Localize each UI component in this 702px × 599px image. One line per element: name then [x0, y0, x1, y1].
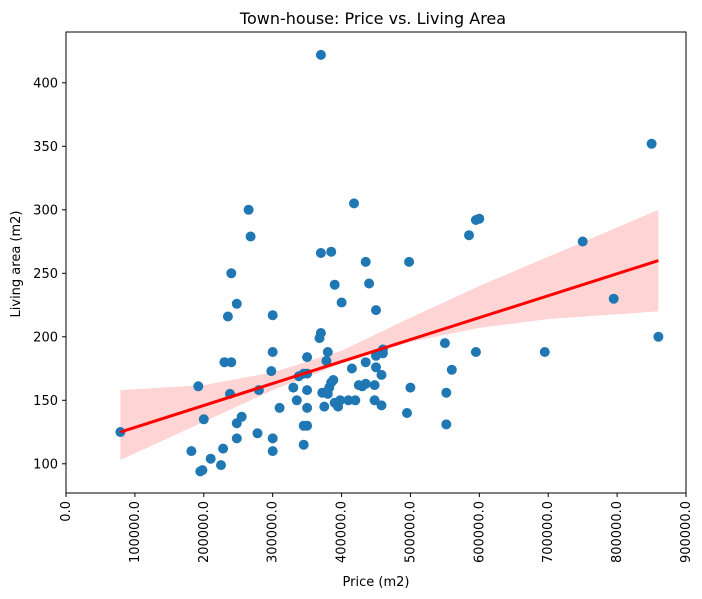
data-point [441, 419, 452, 430]
data-point [539, 347, 550, 357]
data-point [360, 378, 371, 389]
data-point [193, 381, 204, 392]
plot-frame [65, 31, 687, 494]
data-point [329, 279, 340, 290]
data-point [315, 49, 326, 60]
x-axis-label: Price (m2) [343, 575, 410, 590]
data-point [302, 385, 313, 396]
data-point [360, 357, 371, 368]
data-point [245, 231, 256, 242]
data-point [205, 453, 216, 464]
data-point [243, 204, 254, 215]
data-point [302, 352, 313, 363]
data-point [474, 213, 485, 224]
x-tick-label: 500000.0 [403, 501, 418, 563]
data-point [266, 366, 277, 377]
data-point [335, 395, 346, 406]
data-point [226, 268, 237, 279]
data-point [326, 246, 337, 257]
data-point [350, 395, 361, 406]
data-point [441, 387, 452, 398]
y-tick-label: 200 [33, 330, 58, 345]
data-point [346, 363, 357, 374]
y-tick-label: 350 [33, 140, 58, 155]
data-point [328, 375, 339, 385]
x-tick-label: 400000.0 [335, 501, 350, 563]
data-point [404, 256, 415, 267]
data-point [298, 439, 309, 450]
data-point [653, 331, 664, 342]
data-point [376, 400, 387, 411]
data-point [646, 138, 657, 149]
data-point [267, 310, 278, 321]
data-point [343, 395, 354, 406]
data-point [364, 278, 375, 289]
data-point [349, 198, 359, 209]
regression-line [119, 259, 659, 434]
y-tick-label: 250 [33, 267, 58, 282]
data-point [470, 347, 481, 357]
data-point [369, 395, 380, 406]
x-tick-label: 700000.0 [541, 501, 556, 563]
data-point [216, 460, 226, 471]
chart-title: Town-house: Price vs. Living Area [239, 9, 506, 28]
data-point [236, 411, 247, 422]
data-point [267, 433, 278, 444]
data-point [231, 298, 242, 309]
data-point [322, 347, 333, 357]
y-tick-label: 300 [33, 203, 58, 218]
data-point [608, 293, 619, 304]
data-point [291, 395, 302, 406]
data-point [267, 347, 278, 357]
data-point [252, 428, 263, 439]
data-point [315, 328, 326, 338]
x-axis: 0.0 100000.0 200000.0 300000.0 400000.0 50000… [59, 493, 694, 563]
data-point [321, 355, 332, 366]
data-point [302, 420, 313, 431]
y-axis: 100 150 200 250 300 350 400 [33, 76, 66, 472]
data-point [336, 297, 347, 308]
y-tick-label: 150 [33, 394, 58, 409]
x-tick-label: 0.0 [59, 501, 74, 522]
data-point [371, 362, 381, 373]
data-point [288, 382, 299, 393]
plot-area [115, 49, 664, 477]
x-tick-label: 200000.0 [197, 501, 212, 563]
data-point [402, 408, 412, 418]
x-tick-label: 800000.0 [610, 501, 625, 563]
data-point [226, 357, 237, 368]
data-point [267, 446, 278, 457]
data-point [319, 401, 330, 412]
data-point [197, 465, 208, 476]
data-point [439, 338, 450, 349]
y-tick-label: 400 [33, 76, 58, 91]
x-tick-label: 100000.0 [128, 501, 143, 563]
data-point [577, 236, 588, 247]
data-point [231, 433, 242, 444]
data-point [186, 446, 197, 457]
data-point [274, 402, 285, 413]
data-point [360, 256, 371, 267]
data-point [218, 443, 229, 454]
data-point [222, 311, 233, 322]
data-point [219, 357, 230, 368]
y-tick-label: 100 [33, 457, 58, 472]
data-point [315, 248, 326, 258]
data-point [369, 380, 380, 391]
x-tick-label: 900000.0 [679, 501, 694, 563]
x-tick-label: 600000.0 [472, 501, 487, 563]
data-point [198, 414, 209, 425]
data-point [376, 369, 387, 380]
data-point [446, 364, 457, 375]
data-point [302, 402, 313, 413]
y-axis-label: Living area (m2) [9, 211, 24, 318]
data-point [464, 230, 474, 241]
x-tick-label: 300000.0 [266, 501, 281, 563]
confidence-band [120, 209, 659, 460]
data-point [405, 382, 416, 393]
data-point [371, 305, 381, 316]
